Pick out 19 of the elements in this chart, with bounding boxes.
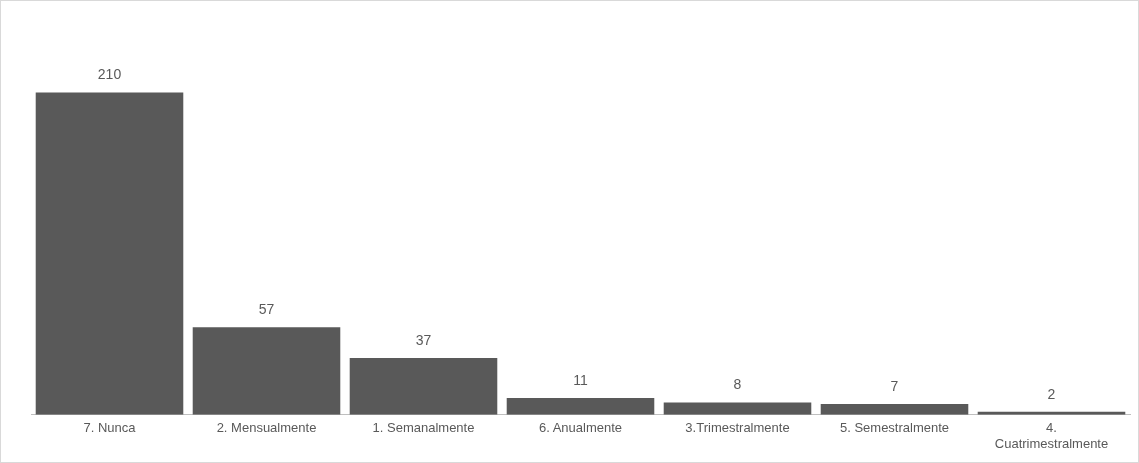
- x-tick-label: 2. Mensualmente: [216, 420, 317, 436]
- x-tick-label: 5. Semestralmente: [839, 420, 950, 436]
- bar: [35, 92, 184, 415]
- data-label: 2: [1047, 385, 1056, 402]
- data-label: 37: [415, 331, 432, 348]
- x-tick-label: 1. Semanalmente: [372, 420, 475, 436]
- data-label: 11: [573, 371, 588, 388]
- data-label: 57: [258, 301, 275, 318]
- bar: [349, 358, 498, 415]
- x-tick-label: 4. Cuatrimestralmente: [994, 420, 1109, 451]
- x-tick-label: 6. Anualmente: [538, 420, 623, 436]
- bar: [192, 327, 341, 415]
- data-label: 210: [97, 66, 122, 83]
- bar: [506, 397, 655, 415]
- data-label: 7: [890, 377, 899, 394]
- data-label: 8: [733, 376, 742, 393]
- x-tick-label: 7. Nunca: [83, 420, 137, 436]
- x-tick-label: 3.Trimestralmente: [685, 420, 790, 436]
- bar: [820, 404, 969, 415]
